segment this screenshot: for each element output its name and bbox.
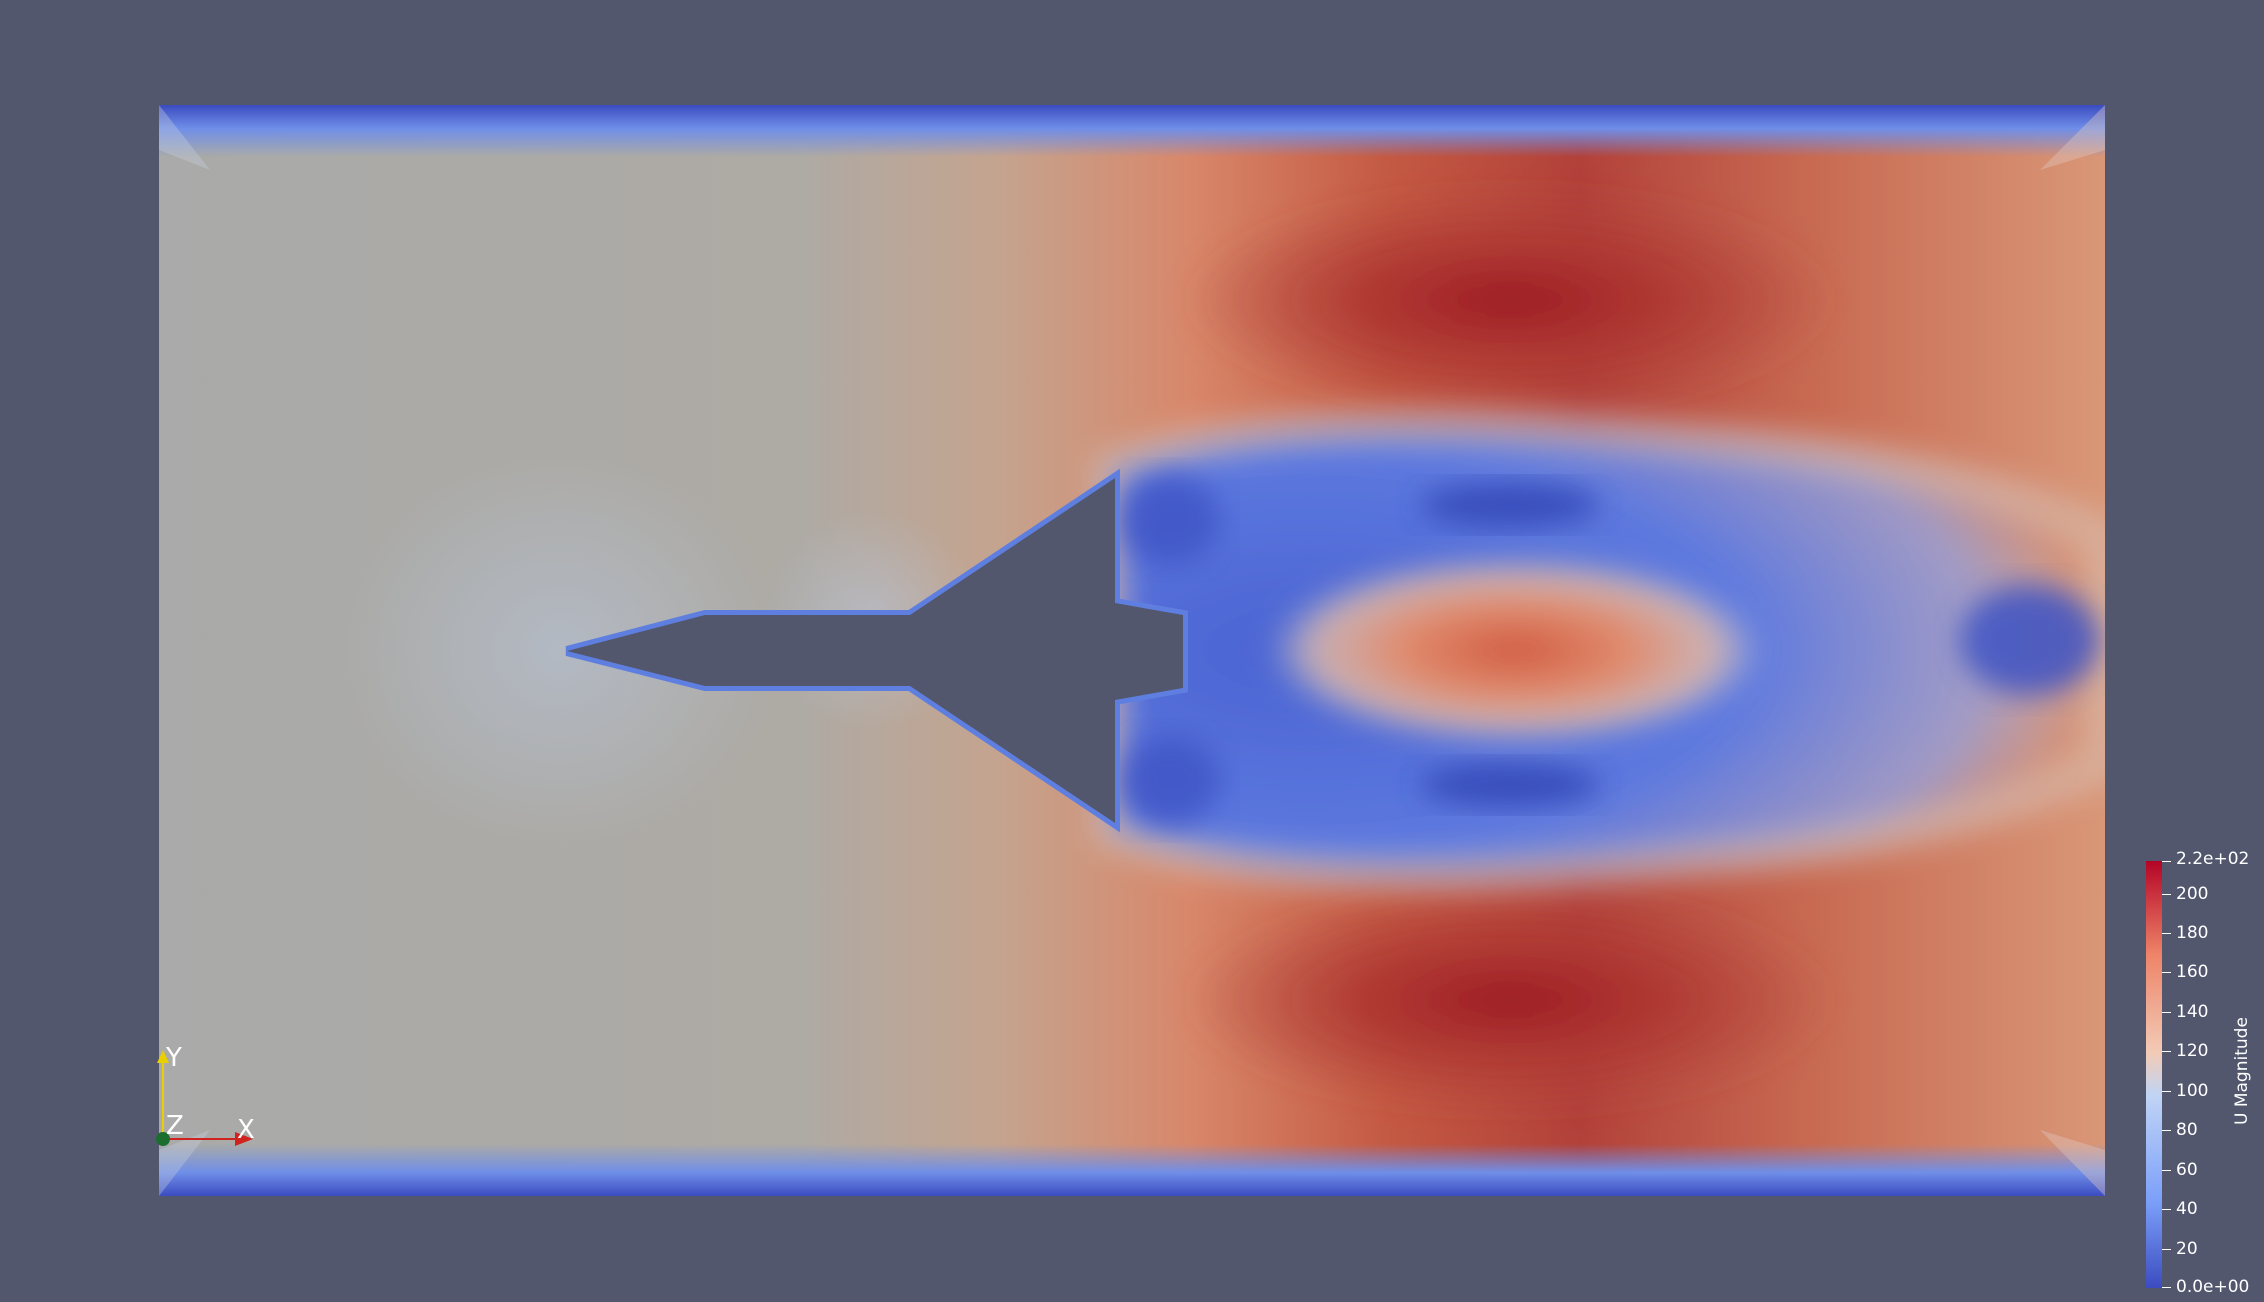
wake-shear-layer [1090,404,2105,896]
wake-streak-top [1420,483,1600,527]
x-axis-label: X [237,1115,255,1145]
colorbar-tick-label: 100 [2176,1081,2209,1101]
nose-halo [340,450,780,850]
base-vortex-bottom [1120,735,1220,825]
colorbar-tick-label: 120 [2176,1041,2209,1061]
colorbar-tick [2162,933,2171,934]
colorbar-tick [2162,1249,2171,1250]
wake-streak-bottom [1420,763,1600,807]
colorbar-tick [2162,1170,2171,1171]
colorbar-tick [2162,1287,2171,1288]
colorbar-tick [2162,861,2171,862]
colorbar-tick-label: 160 [2176,962,2209,982]
colorbar-gradient [2146,861,2162,1288]
colorbar-max-label: 2.2e+02 [2176,849,2250,869]
colorbar-tick [2162,1012,2171,1013]
wake-tail [1960,585,2100,695]
corner-artifact-tr [2040,105,2105,170]
colorbar-tick-label: 80 [2176,1120,2198,1140]
top-wall-boundary-layer [159,105,2105,157]
colorbar-tick [2162,972,2171,973]
missile-body [567,478,1183,823]
corner-artifact-tl [159,105,210,170]
colorbar-tick-label: 20 [2176,1239,2198,1259]
corner-artifact-bl [159,1130,210,1196]
colorbar-tick-label: 40 [2176,1199,2198,1219]
colorbar-tick [2162,1091,2171,1092]
colorbar-tick [2162,1051,2171,1052]
colorbar-tick [2162,1130,2171,1131]
y-axis-label: Y [166,1043,182,1073]
z-axis-label: Z [166,1111,184,1141]
base-vortex-top [1120,475,1220,565]
jet-core [1265,555,1765,745]
colorbar-title: U Magnitude [2232,1017,2252,1125]
corner-artifact-br [2040,1130,2105,1196]
colorbar-tick [2162,894,2171,895]
x-axis-arrow [235,1132,253,1146]
z-axis-dot [156,1132,170,1146]
y-axis-arrow [157,1050,169,1063]
colorbar-tick-label: 140 [2176,1002,2209,1022]
orientation-axes[interactable] [156,1050,253,1146]
colorbar-tick-label: 60 [2176,1160,2198,1180]
hot-core-top [1180,185,1840,415]
colorbar-tick [2162,1209,2171,1210]
colorbar-tick-label: 200 [2176,884,2209,904]
flow-domain [159,105,2105,1196]
colorbar-min-label: 0.0e+00 [2176,1277,2250,1297]
colorbar-tick-label: 180 [2176,923,2209,943]
hot-core-bottom [1180,885,1840,1115]
bottom-wall-boundary-layer [159,1144,2105,1196]
